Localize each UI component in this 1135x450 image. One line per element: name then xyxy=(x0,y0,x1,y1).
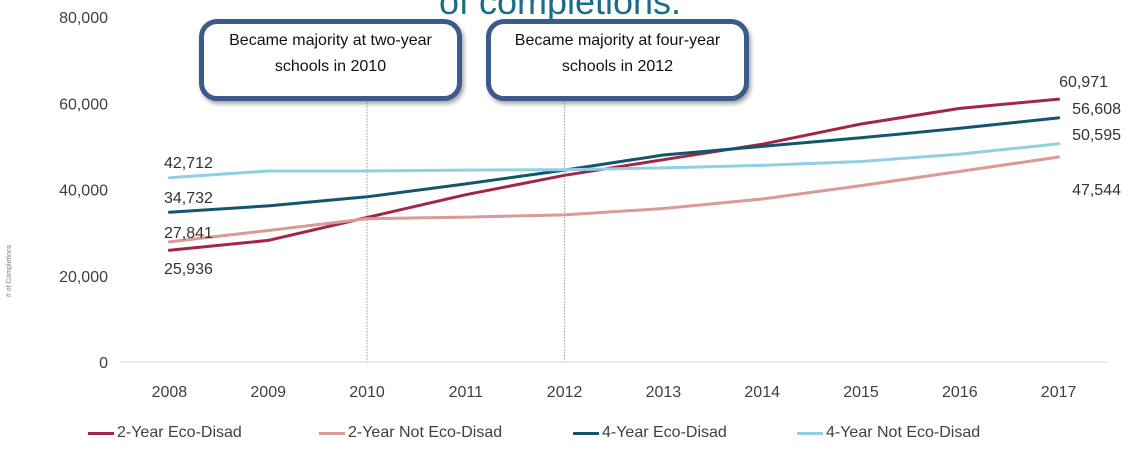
x-tick-label: 2016 xyxy=(942,384,978,401)
data-label-first: 25,936 xyxy=(164,261,213,278)
x-tick-label: 2009 xyxy=(250,384,286,401)
legend-swatch xyxy=(797,431,823,435)
series-line-3 xyxy=(167,142,1061,180)
x-tick-label: 2008 xyxy=(152,384,188,401)
data-label-last: 47,544 xyxy=(1072,182,1121,199)
series-line-2 xyxy=(167,116,1061,214)
series-lines xyxy=(167,97,1061,252)
y-axis-label: # of Completions xyxy=(6,244,13,297)
legend-label: 2-Year Eco-Disad xyxy=(117,424,242,441)
data-label-first: 27,841 xyxy=(164,225,213,242)
legend-swatch xyxy=(573,431,599,435)
legend-label: 4-Year Not Eco-Disad xyxy=(826,424,981,441)
x-tick-label: 2017 xyxy=(1041,384,1077,401)
x-tick-label: 2010 xyxy=(349,384,385,401)
y-tick-label: 40,000 xyxy=(59,183,108,200)
callout-two-year-text: Became majority at two-year schools in 2… xyxy=(229,32,432,75)
y-tick-label: 0 xyxy=(99,355,108,372)
legend-item-2yr-eco-disad: 2-Year Eco-Disad xyxy=(88,424,242,442)
data-label-last: 56,608 xyxy=(1072,101,1121,118)
data-label-last: 50,595 xyxy=(1072,127,1121,144)
axes: 0 20,000 40,000 60,000 80,000 2008 2009 2010 201… xyxy=(59,10,1108,401)
y-tick-label: 20,000 xyxy=(59,269,108,286)
x-tick-label: 2011 xyxy=(449,384,484,401)
legend-swatch xyxy=(319,431,345,435)
legend-label: 2-Year Not Eco-Disad xyxy=(348,424,503,441)
legend-item-4yr-eco-disad: 4-Year Eco-Disad xyxy=(573,424,727,442)
callout-four-year-majority: Became majority at four-year schools in … xyxy=(486,19,749,101)
callout-four-year-text: Became majority at four-year schools in … xyxy=(514,32,721,75)
data-label-first: 34,732 xyxy=(164,190,213,207)
chart-title-fragment: of completions. xyxy=(439,0,681,22)
x-tick-label: 2015 xyxy=(843,384,879,401)
legend-label: 4-Year Eco-Disad xyxy=(602,424,727,441)
x-tick-label: 2014 xyxy=(744,384,780,401)
x-tick-label: 2013 xyxy=(646,384,682,401)
reference-lines xyxy=(366,100,566,362)
data-label-first: 42,712 xyxy=(164,155,213,172)
series-line-1 xyxy=(167,155,1061,244)
x-tick-label: 2012 xyxy=(547,384,583,401)
legend-swatch xyxy=(88,431,114,435)
y-tick-label: 80,000 xyxy=(59,10,108,27)
data-labels: 25,936 60,971 27,841 47,544 34,732 56,608 42,7… xyxy=(164,74,1121,278)
y-tick-label: 60,000 xyxy=(59,96,108,113)
chart-legend: 2-Year Eco-Disad 2-Year Not Eco-Disad 4-… xyxy=(88,424,1088,448)
callout-two-year-majority: Became majority at two-year schools in 2… xyxy=(199,19,462,101)
legend-item-2yr-not-eco-disad: 2-Year Not Eco-Disad xyxy=(319,424,502,442)
data-label-last: 60,971 xyxy=(1059,74,1108,91)
legend-item-4yr-not-eco-disad: 4-Year Not Eco-Disad xyxy=(797,424,980,442)
